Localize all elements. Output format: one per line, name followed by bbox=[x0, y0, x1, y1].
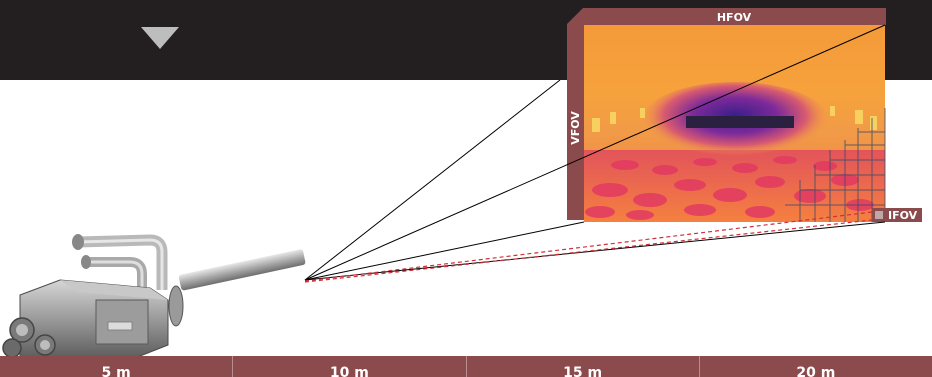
ifov-bar bbox=[872, 208, 922, 222]
thermal-camera-icon bbox=[2, 234, 306, 361]
vfov-label: VFOV bbox=[569, 111, 582, 145]
thermal-image bbox=[584, 25, 886, 222]
scale-mark-10m: 10 m bbox=[233, 356, 467, 377]
vfov-bar bbox=[567, 24, 584, 220]
hfov-label: HFOV bbox=[717, 11, 752, 24]
fov-lines bbox=[304, 24, 886, 281]
hfov-bar bbox=[583, 8, 886, 25]
ifov-label: IFOV bbox=[888, 209, 918, 222]
down-triangle-icon bbox=[141, 27, 179, 49]
scale-mark-5m: 5 m bbox=[0, 356, 234, 377]
scale-mark-20m: 20 m bbox=[796, 365, 836, 377]
scale-mark-15m: 15 m bbox=[467, 356, 700, 377]
distance-scale: 5 m 10 m 15 m 20 m bbox=[0, 356, 932, 377]
